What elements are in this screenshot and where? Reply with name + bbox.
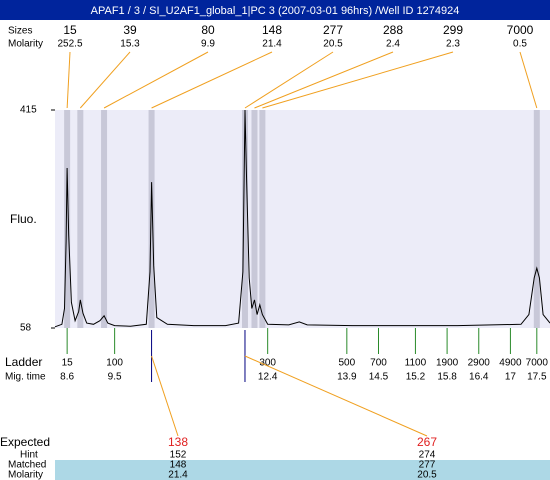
ladder-size: 100 (106, 358, 123, 369)
expected-label: Expected (0, 435, 50, 449)
peak-size: 7000 (507, 23, 534, 37)
ladder-time: 12.4 (258, 372, 278, 383)
expected-size: 267 (417, 435, 437, 449)
y-tick-label: 415 (20, 105, 37, 116)
peak-size: 39 (123, 23, 137, 37)
peak-band (101, 110, 108, 328)
peak-size: 277 (323, 23, 343, 37)
peak-band (77, 110, 84, 328)
peak-connector (244, 51, 334, 109)
peak-size: 15 (63, 23, 77, 37)
peak-molarity: 20.5 (323, 39, 343, 50)
expected-connector (151, 355, 179, 437)
peak-molarity: 21.4 (262, 39, 282, 50)
ladder-time: 14.5 (369, 372, 389, 383)
ladder-size: 1100 (405, 358, 427, 369)
ladder-time: 17 (505, 372, 517, 383)
matched-molarity: 20.5 (417, 470, 437, 480)
peak-connector (519, 51, 538, 109)
ladder-time: 13.9 (337, 372, 357, 383)
ladder-time: 17.5 (527, 372, 547, 383)
peak-connector (151, 51, 273, 109)
peak-connector (254, 51, 394, 109)
ladder-time: 15.8 (437, 372, 457, 383)
plot-area (55, 110, 550, 328)
peak-band (259, 110, 266, 328)
peak-band (241, 110, 248, 328)
sizes-label: Sizes (8, 26, 32, 37)
matched-row (55, 460, 550, 470)
peak-molarity: 0.5 (513, 39, 527, 50)
hint-label: Hint (20, 450, 38, 461)
ladder-time: 15.2 (406, 372, 426, 383)
peak-connector (103, 51, 209, 109)
exp-molarity-label: Molarity (8, 470, 43, 480)
matched-molarity: 21.4 (168, 470, 188, 480)
ladder-time: 8.6 (60, 372, 74, 383)
peak-connector (262, 51, 454, 109)
title: APAF1 / 3 / SI_U2AF1_global_1|PC 3 (2007… (91, 5, 460, 17)
ladder-time: 16.4 (469, 372, 489, 383)
matched-size: 148 (170, 460, 187, 471)
ladder-size: 700 (370, 358, 387, 369)
peak-size: 299 (443, 23, 463, 37)
peak-size: 80 (201, 23, 215, 37)
peak-size: 288 (383, 23, 403, 37)
hint-size: 152 (170, 450, 187, 461)
peak-molarity: 9.9 (201, 39, 215, 50)
peak-molarity: 2.3 (446, 39, 460, 50)
peak-connector (79, 51, 131, 109)
trace (54, 109, 550, 328)
matched-label: Matched (8, 460, 46, 471)
expected-connector (244, 355, 428, 437)
peak-molarity: 252.5 (57, 39, 82, 50)
ladder-size: 2900 (468, 358, 491, 369)
peak-band (251, 110, 258, 328)
mig-time-label: Mig. time (5, 372, 46, 383)
peak-size: 148 (262, 23, 282, 37)
ladder-size: 7000 (526, 358, 549, 369)
molarity-label: Molarity (8, 39, 43, 50)
ladder-size: 300 (259, 358, 276, 369)
expected-size: 138 (168, 435, 188, 449)
ladder-size: 4900 (499, 358, 522, 369)
peak-band (64, 110, 71, 328)
y-tick-label: 58 (20, 323, 32, 334)
ladder-label: Ladder (5, 355, 42, 369)
ladder-size: 15 (62, 358, 74, 369)
y-label: Fluo. (10, 212, 37, 226)
peak-molarity: 15.3 (120, 39, 140, 50)
peak-band (533, 110, 540, 328)
peak-connector (66, 51, 71, 109)
ladder-size: 500 (338, 358, 355, 369)
matched-size: 277 (419, 460, 436, 471)
hint-size: 274 (419, 450, 436, 461)
molarity-row (55, 470, 550, 480)
ladder-size: 1900 (436, 358, 459, 369)
ladder-time: 9.5 (108, 372, 122, 383)
peak-molarity: 2.4 (386, 39, 400, 50)
peak-band (148, 110, 155, 328)
title-bar (0, 0, 550, 20)
